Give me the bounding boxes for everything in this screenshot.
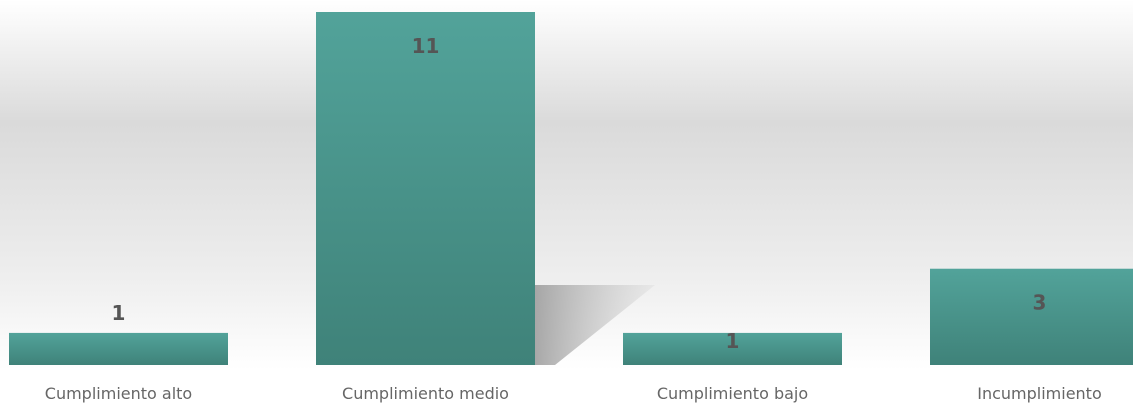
bar-shadow-cumplimiento-medio <box>535 285 655 365</box>
bar-shadows <box>535 285 655 365</box>
value-label-incumplimiento: 3 <box>1033 291 1047 315</box>
bar-cumplimiento-alto <box>9 332 228 365</box>
value-label-cumplimiento-alto: 1 <box>112 301 126 325</box>
category-label-cumplimiento-medio: Cumplimiento medio <box>342 384 509 403</box>
category-label-cumplimiento-alto: Cumplimiento alto <box>45 384 192 403</box>
bar-incumplimiento <box>930 268 1133 365</box>
category-label-incumplimiento: Incumplimiento <box>977 384 1102 403</box>
bar-cumplimiento-medio <box>316 12 535 365</box>
value-label-cumplimiento-medio: 11 <box>412 34 440 58</box>
category-labels: Cumplimiento alto Cumplimiento medio Cumpl… <box>45 384 1102 403</box>
bars <box>9 12 1133 365</box>
category-label-cumplimiento-bajo: Cumplimiento bajo <box>657 384 808 403</box>
bar-cumplimiento-bajo <box>623 332 842 365</box>
label-area-background <box>0 370 1133 406</box>
value-label-cumplimiento-bajo: 1 <box>726 329 740 353</box>
